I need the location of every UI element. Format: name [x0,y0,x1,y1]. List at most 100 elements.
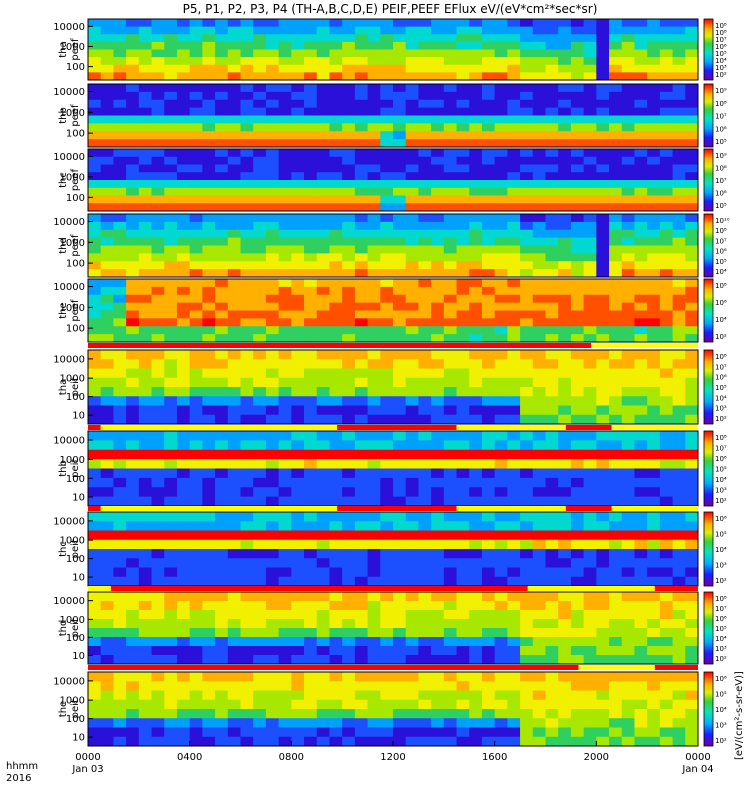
heatmap-cell [88,637,102,647]
heatmap-cell [240,672,254,682]
heatmap-cell [88,699,102,710]
heatmap-cell [659,567,674,578]
heatmap-cell [113,718,127,728]
heatmap-cell [100,718,114,728]
heatmap-cell [405,414,419,425]
heatmap-cell [316,576,330,587]
heatmap-cell [659,84,674,93]
heatmap-cell [113,123,127,132]
heatmap-cell [621,396,635,406]
heatmap-cell [558,149,572,158]
heatmap-cell [227,414,241,425]
heatmap-cell [583,359,597,369]
heatmap-cell [481,487,496,498]
heatmap-cell [647,414,661,425]
heatmap-cell [265,387,280,397]
heatmap-cell [456,253,470,262]
heatmap-cell [469,156,483,165]
heatmap-cell [621,576,635,587]
heatmap-cell [545,279,559,288]
heatmap-cell [494,727,508,738]
heatmap-cell [481,269,496,278]
heatmap-cell [469,468,483,479]
heatmap-cell [164,302,178,311]
heatmap-cell [570,64,585,73]
heatmap-cell [507,619,521,629]
heatmap-cell [507,414,521,425]
heatmap-cell [570,718,585,728]
heatmap-cell [164,512,178,522]
heatmap-cell [265,414,280,425]
heatmap-cell [278,431,292,441]
heatmap-cell [634,334,648,343]
heatmap-cell [405,567,419,578]
heatmap-cell [367,131,381,140]
heatmap-cell [88,187,102,196]
heatmap-cell [481,459,496,469]
heatmap-cell [265,431,280,441]
heatmap-cell [253,405,267,416]
heatmap-cell [393,487,407,498]
heatmap-cell [431,279,445,288]
heatmap-cell [621,253,635,262]
colorbar-tick-label: 10³ [715,487,727,495]
heatmap-cell [227,699,241,710]
heatmap-cell [393,279,407,288]
heatmap-cell [342,592,356,602]
heatmap-cell [138,64,153,73]
heatmap-cell [520,318,534,327]
heatmap-cell [176,294,191,304]
heatmap-cell [418,396,432,406]
heatmap-cell [469,440,483,451]
heatmap-cell [393,115,407,124]
heatmap-cell [621,261,635,270]
heatmap-cell [456,512,470,522]
heatmap-cell [367,477,381,488]
panel-ylabel-top: thb [58,107,69,124]
heatmap-cell [215,214,229,223]
heatmap-cell [265,123,280,132]
heatmap-cell [151,414,165,425]
heatmap-cell [609,496,623,507]
heatmap-cell [393,294,407,304]
heatmap-cell [138,203,153,212]
heatmap-cell [443,115,458,124]
heatmap-cell [126,558,140,568]
heatmap-cell [583,628,597,638]
heatmap-cell [278,180,292,189]
heatmap-cell [494,567,508,578]
heatmap-cell [545,19,559,28]
heatmap-cell [481,387,496,397]
heatmap-cell [126,318,140,327]
heatmap-cell [367,107,381,116]
heatmap-cell [189,149,203,158]
heatmap-cell [176,84,191,93]
heatmap-cell [418,123,432,132]
heatmap-cell [240,19,254,28]
heatmap-cell [621,26,635,35]
heatmap-cell [685,487,699,498]
heatmap-cell [634,405,648,416]
heatmap-cell [253,237,267,246]
heatmap-cell [380,468,394,479]
heatmap-cell [138,718,153,728]
heatmap-cell [202,512,216,522]
heatmap-cell [596,49,610,58]
heatmap-cell [596,718,610,728]
heatmap-cell [596,646,610,656]
heatmap-cell [469,496,483,507]
heatmap-cell [138,592,153,602]
heatmap-cell [507,459,521,469]
heatmap-cell [583,172,597,181]
mode-bar-segment [110,586,528,591]
heatmap-cell [304,377,318,388]
heatmap-cell [634,736,648,747]
heatmap-cell [291,646,305,656]
heatmap-cell [329,387,343,397]
heatmap-cell [634,57,648,66]
heatmap-cell [494,245,508,254]
heatmap-cell [443,521,458,531]
heatmap-cell [634,727,648,738]
heatmap-cell [265,84,280,93]
heatmap-cell [291,72,305,81]
